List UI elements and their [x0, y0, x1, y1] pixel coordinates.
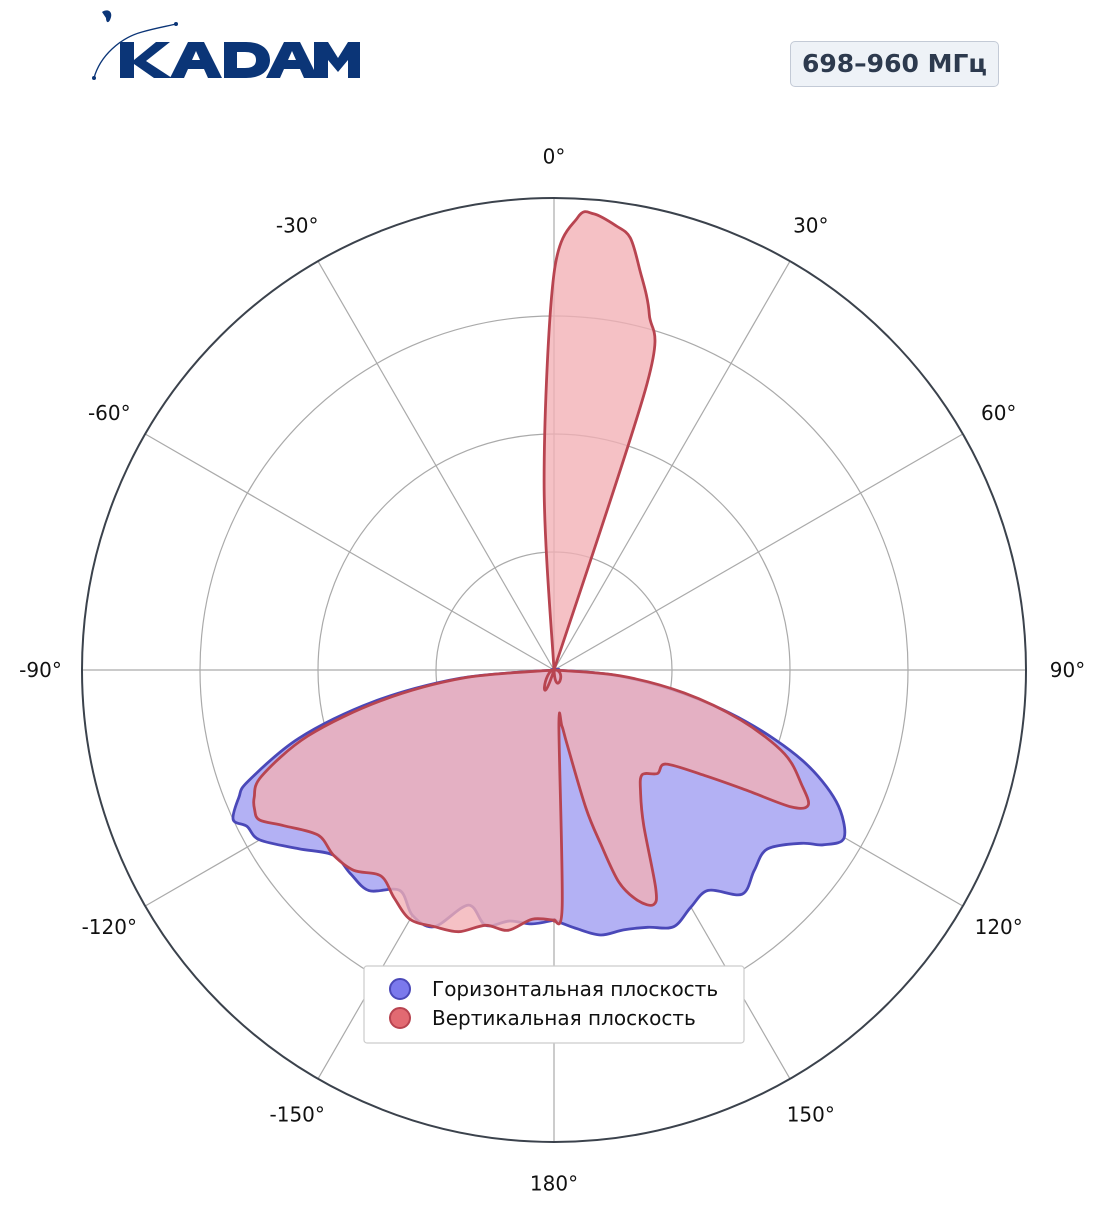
- angular-gridline: [144, 433, 555, 671]
- tick-label: -60°: [88, 401, 131, 425]
- legend-box: [363, 965, 745, 1044]
- tick-label: -90°: [19, 658, 62, 682]
- kadamm-logo-icon: [92, 10, 360, 80]
- tick-label: 90°: [1050, 658, 1085, 682]
- legend-label-horizontal: Горизонтальная плоскость: [432, 977, 718, 1001]
- series-vertical: [252, 210, 811, 934]
- tick-label: 30°: [793, 213, 828, 237]
- tick-label: -30°: [276, 213, 319, 237]
- tick-label: 150°: [787, 1103, 835, 1127]
- legend-marker-horizontal: [389, 978, 411, 1000]
- angular-gridline: [553, 433, 964, 671]
- tick-label: 180°: [530, 1172, 578, 1196]
- tick-label: 0°: [543, 145, 566, 169]
- angular-gridline: [553, 260, 791, 671]
- tick-label: -150°: [270, 1103, 325, 1127]
- angular-gridline: [317, 260, 555, 671]
- polar-frame: [81, 197, 1027, 1143]
- frequency-badge: 698–960 МГц: [790, 41, 999, 87]
- legend-marker-vertical: [389, 1007, 411, 1029]
- legend: Горизонтальная плоскость Вертикальная пл…: [363, 965, 745, 1044]
- tick-label: 60°: [981, 401, 1016, 425]
- series-layer: [81, 197, 1027, 1143]
- legend-label-vertical: Вертикальная плоскость: [432, 1006, 696, 1030]
- angular-tick-labels: 0° 30° 60° 90° 120° 150° 180° -150° -120° -90° -60…: [19, 145, 1085, 1196]
- tick-label: 120°: [975, 915, 1023, 939]
- tick-label: -120°: [82, 915, 137, 939]
- brand-logo: [90, 8, 365, 90]
